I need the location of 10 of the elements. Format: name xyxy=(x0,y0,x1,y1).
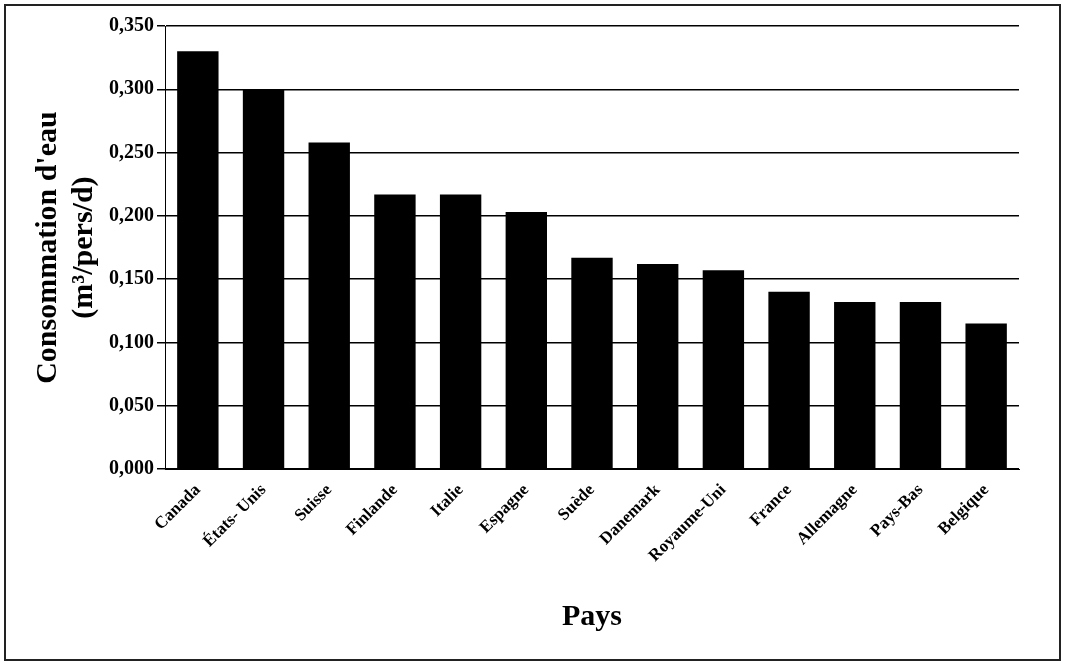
y-tick-label: 0,250 xyxy=(109,139,154,162)
y-tick-label: 0,200 xyxy=(109,203,154,226)
x-axis-title: Pays xyxy=(562,597,622,631)
y-tick-label: 0,300 xyxy=(109,76,154,99)
y-tick-label: 0,000 xyxy=(109,456,154,479)
y-tick-label: 0,100 xyxy=(109,329,154,352)
y-tick-label: 0,050 xyxy=(109,392,154,415)
y-tick-label: 0,350 xyxy=(109,13,154,36)
y-axis-title: Consommation d'eau (m³/pers/d) xyxy=(28,111,99,384)
y-tick-label: 0,150 xyxy=(109,266,154,289)
